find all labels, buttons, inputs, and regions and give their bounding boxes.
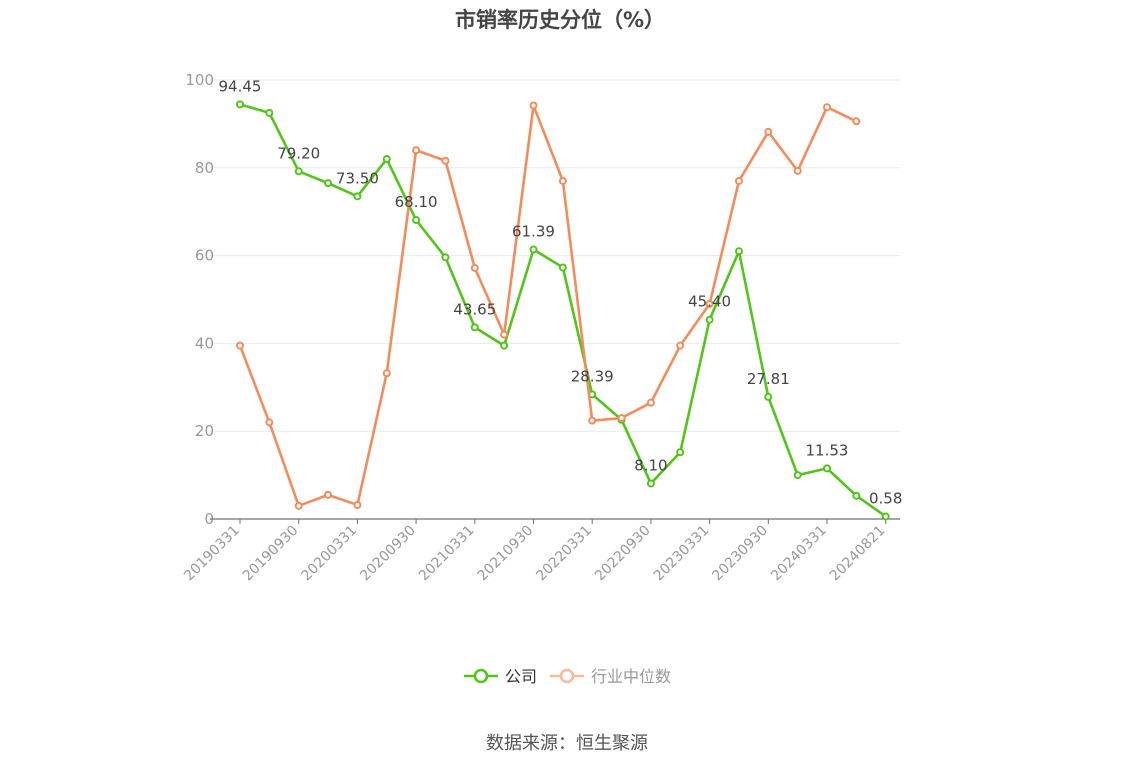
data-point bbox=[823, 103, 831, 112]
data-point bbox=[705, 299, 714, 308]
data-point bbox=[676, 341, 685, 350]
data-point bbox=[265, 418, 274, 427]
series-line-1 bbox=[238, 104, 857, 508]
data-point bbox=[558, 176, 567, 185]
x-tick-label: 20200331 bbox=[299, 523, 361, 585]
x-tick-label: 20210331 bbox=[416, 523, 478, 585]
data-point bbox=[500, 341, 509, 350]
data-point bbox=[441, 156, 450, 165]
series-line-0 bbox=[239, 103, 887, 518]
legend-marker bbox=[559, 668, 575, 684]
data-point bbox=[353, 192, 362, 201]
x-tick-label: 20230930 bbox=[709, 523, 771, 585]
data-point bbox=[734, 247, 743, 256]
data-point bbox=[412, 216, 421, 225]
data-point bbox=[382, 155, 391, 164]
data-label: 28.39 bbox=[571, 367, 614, 385]
data-point bbox=[353, 500, 362, 509]
y-tick-label: 20 bbox=[195, 422, 214, 440]
x-tick-label: 20240821 bbox=[827, 523, 889, 585]
data-point bbox=[236, 341, 244, 350]
data-point bbox=[705, 315, 714, 324]
data-point bbox=[529, 101, 538, 110]
data-source-note: 数据来源：恒生聚源 bbox=[486, 733, 648, 754]
y-tick-label: 60 bbox=[195, 247, 214, 265]
data-point bbox=[823, 464, 831, 473]
x-tick-label: 20220331 bbox=[533, 523, 595, 585]
x-tick-label: 20240331 bbox=[768, 523, 830, 585]
y-tick-label: 100 bbox=[185, 71, 214, 89]
data-label: 8.10 bbox=[634, 456, 667, 474]
x-tick-label: 20230331 bbox=[651, 523, 713, 585]
data-point bbox=[558, 263, 567, 272]
data-label: 0.58 bbox=[869, 489, 902, 507]
grid-layer bbox=[210, 79, 900, 432]
data-label: 68.10 bbox=[395, 193, 438, 211]
x-tick-label: 20210930 bbox=[475, 523, 537, 585]
x-tick-label: 20200930 bbox=[357, 523, 419, 585]
data-point bbox=[470, 323, 479, 332]
data-label: 45.40 bbox=[688, 293, 731, 311]
data-label: 73.50 bbox=[336, 169, 379, 187]
data-point bbox=[324, 179, 333, 188]
data-point bbox=[764, 392, 773, 401]
y-tick-label: 80 bbox=[195, 159, 214, 177]
data-point bbox=[529, 245, 538, 254]
data-point bbox=[382, 369, 391, 378]
x-tick-label: 20190331 bbox=[181, 523, 243, 585]
data-point bbox=[852, 117, 861, 126]
y-tick-label: 0 bbox=[204, 510, 214, 528]
data-point bbox=[764, 127, 773, 136]
data-label: 27.81 bbox=[747, 370, 790, 388]
data-point bbox=[236, 100, 244, 109]
data-point bbox=[470, 263, 479, 272]
data-point bbox=[324, 490, 333, 499]
data-point bbox=[734, 176, 743, 185]
data-point bbox=[881, 512, 890, 521]
x-tick-label: 20190930 bbox=[240, 523, 302, 585]
data-point bbox=[646, 479, 655, 488]
legend: 公司 行业中位数 bbox=[464, 667, 671, 686]
data-label: 61.39 bbox=[512, 222, 555, 240]
data-label: 79.20 bbox=[277, 144, 320, 162]
legend-label: 行业中位数 bbox=[591, 667, 671, 686]
chart-title: 市销率历史分位（%） bbox=[454, 8, 666, 32]
data-point bbox=[265, 108, 274, 117]
data-point bbox=[294, 167, 303, 176]
data-point bbox=[588, 416, 597, 425]
data-label: 43.65 bbox=[453, 300, 496, 318]
y-tick-label: 40 bbox=[195, 334, 214, 352]
data-point bbox=[500, 330, 509, 339]
data-point bbox=[793, 471, 802, 480]
data-point bbox=[441, 253, 450, 262]
data-point bbox=[646, 398, 655, 407]
data-point bbox=[617, 414, 626, 423]
x-tick-label: 20220930 bbox=[592, 523, 654, 585]
data-label-layer: 94.45 79.20 73.50 68.10 43.65 61.39 28.39 8.10 4… bbox=[219, 77, 903, 507]
data-point bbox=[852, 491, 861, 500]
data-point bbox=[793, 166, 802, 175]
data-point bbox=[412, 146, 421, 155]
series-layer bbox=[236, 100, 890, 521]
legend-item-1: 行业中位数 bbox=[550, 667, 671, 686]
legend-marker bbox=[473, 668, 489, 684]
data-label: 94.45 bbox=[219, 77, 262, 95]
legend-label: 公司 bbox=[505, 667, 537, 686]
data-point bbox=[294, 501, 303, 510]
data-label: 11.53 bbox=[806, 441, 849, 459]
data-point bbox=[676, 448, 685, 457]
legend-item-0: 公司 bbox=[464, 667, 537, 686]
